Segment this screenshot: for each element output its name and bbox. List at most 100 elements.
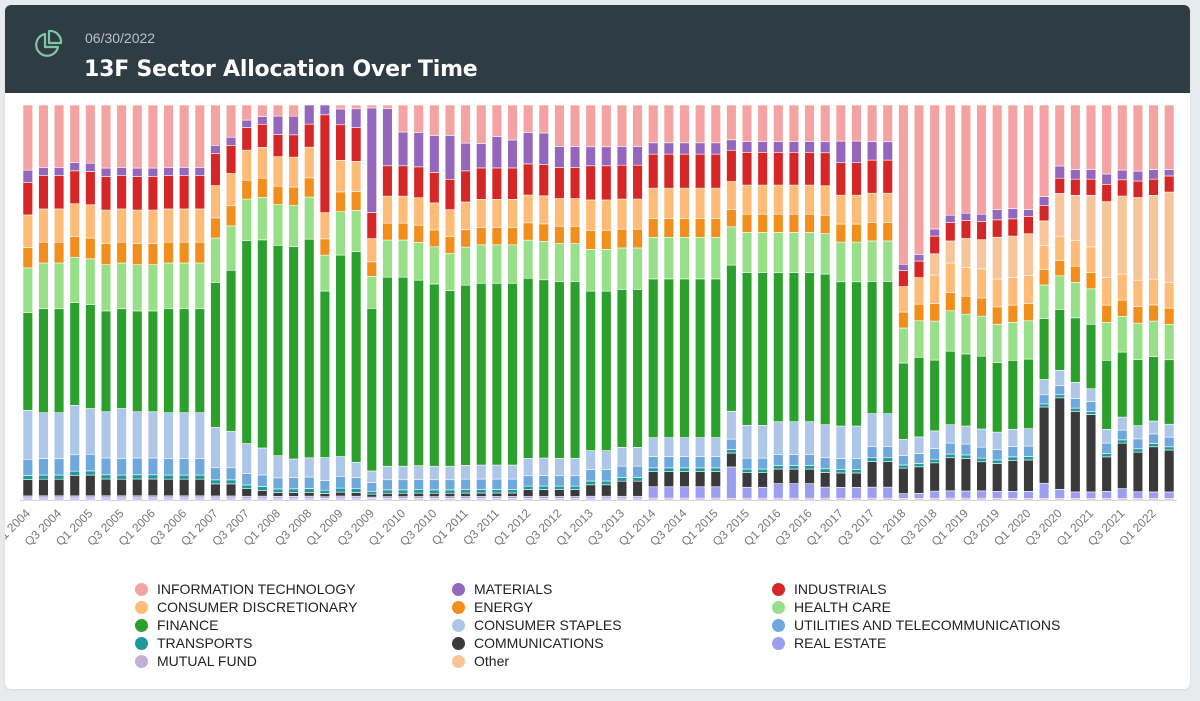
bar-segment[interactable] bbox=[147, 176, 159, 211]
bar-segment[interactable] bbox=[116, 241, 127, 264]
bar-segment[interactable] bbox=[85, 304, 96, 409]
bar-segment[interactable] bbox=[116, 262, 127, 310]
bar-group-q2-2011[interactable] bbox=[476, 104, 487, 501]
bar-segment[interactable] bbox=[351, 477, 362, 490]
bar-segment[interactable] bbox=[976, 490, 987, 499]
bar-segment[interactable] bbox=[851, 104, 862, 142]
bar-segment[interactable] bbox=[319, 489, 331, 494]
bar-segment[interactable] bbox=[882, 240, 893, 282]
bar-segment[interactable] bbox=[507, 167, 518, 200]
bar-segment[interactable] bbox=[397, 465, 409, 481]
bar-segment[interactable] bbox=[1070, 282, 1081, 319]
bar-segment[interactable] bbox=[835, 487, 846, 499]
bar-segment[interactable] bbox=[335, 211, 346, 256]
bar-segment[interactable] bbox=[351, 251, 362, 463]
bar-segment[interactable] bbox=[585, 249, 596, 292]
bar-segment[interactable] bbox=[210, 237, 221, 283]
bar-segment[interactable] bbox=[1023, 216, 1034, 235]
bar-segment[interactable] bbox=[898, 467, 909, 494]
bar-segment[interactable] bbox=[601, 480, 612, 486]
bar-segment[interactable] bbox=[413, 279, 424, 466]
bar-segment[interactable] bbox=[679, 471, 690, 488]
bar-segment[interactable] bbox=[1007, 235, 1018, 278]
bar-segment[interactable] bbox=[194, 412, 205, 459]
bar-segment[interactable] bbox=[491, 167, 503, 200]
bar-segment[interactable] bbox=[1164, 436, 1175, 448]
bar-segment[interactable] bbox=[241, 198, 252, 241]
legend-item[interactable]: MATERIALS bbox=[452, 581, 552, 597]
bar-segment[interactable] bbox=[1085, 388, 1097, 402]
bar-segment[interactable] bbox=[741, 152, 753, 186]
bar-segment[interactable] bbox=[382, 492, 393, 497]
bar-segment[interactable] bbox=[648, 456, 659, 469]
bar-segment[interactable] bbox=[163, 497, 174, 501]
bar-segment[interactable] bbox=[522, 458, 534, 477]
bar-segment[interactable] bbox=[257, 490, 268, 497]
bar-segment[interactable] bbox=[788, 213, 800, 233]
bar-segment[interactable] bbox=[929, 320, 940, 361]
bar-segment[interactable] bbox=[726, 181, 737, 210]
bar-segment[interactable] bbox=[679, 218, 690, 238]
bar-segment[interactable] bbox=[53, 495, 65, 499]
bar-segment[interactable] bbox=[351, 492, 362, 497]
bar-segment[interactable] bbox=[225, 225, 237, 271]
bar-group-q1-2004[interactable] bbox=[22, 104, 33, 501]
bar-segment[interactable] bbox=[882, 413, 893, 448]
bar-segment[interactable] bbox=[663, 142, 675, 155]
bar-segment[interactable] bbox=[1007, 460, 1018, 492]
bar-group-q2-2021[interactable] bbox=[1101, 104, 1112, 501]
bar-segment[interactable] bbox=[929, 458, 940, 464]
bar-segment[interactable] bbox=[1070, 265, 1081, 283]
bar-segment[interactable] bbox=[679, 142, 690, 155]
bar-segment[interactable] bbox=[1148, 433, 1159, 444]
bar-segment[interactable] bbox=[116, 497, 127, 501]
bar-segment[interactable] bbox=[804, 272, 815, 423]
bar-segment[interactable] bbox=[335, 475, 346, 489]
bar-segment[interactable] bbox=[538, 132, 549, 165]
bar-segment[interactable] bbox=[929, 359, 940, 432]
bar-group-q2-2020[interactable] bbox=[1038, 104, 1050, 501]
bar-segment[interactable] bbox=[69, 302, 80, 406]
bar-segment[interactable] bbox=[538, 485, 549, 490]
bar-segment[interactable] bbox=[616, 477, 628, 482]
bar-segment[interactable] bbox=[726, 209, 737, 228]
bar-segment[interactable] bbox=[601, 484, 612, 497]
bar-segment[interactable] bbox=[538, 164, 549, 197]
bar-segment[interactable] bbox=[257, 147, 268, 179]
bar-segment[interactable] bbox=[1023, 209, 1034, 217]
bar-segment[interactable] bbox=[429, 172, 440, 204]
bar-segment[interactable] bbox=[397, 131, 409, 167]
bar-segment[interactable] bbox=[804, 454, 815, 466]
bar-segment[interactable] bbox=[741, 472, 753, 488]
bar-segment[interactable] bbox=[585, 450, 596, 470]
bar-segment[interactable] bbox=[444, 236, 456, 254]
bar-segment[interactable] bbox=[694, 142, 706, 155]
bar-segment[interactable] bbox=[1054, 385, 1065, 396]
bar-segment[interactable] bbox=[272, 477, 284, 490]
bar-segment[interactable] bbox=[1132, 359, 1144, 426]
legend-item[interactable]: INFORMATION TECHNOLOGY bbox=[135, 581, 356, 597]
bar-segment[interactable] bbox=[976, 268, 987, 299]
bar-segment[interactable] bbox=[945, 424, 956, 444]
bar-segment[interactable] bbox=[1007, 446, 1018, 458]
bar-segment[interactable] bbox=[1101, 442, 1112, 454]
bar-segment[interactable] bbox=[663, 456, 675, 469]
bar-segment[interactable] bbox=[491, 136, 503, 169]
bar-segment[interactable] bbox=[1054, 397, 1065, 490]
bar-segment[interactable] bbox=[773, 184, 784, 215]
bar-segment[interactable] bbox=[116, 104, 127, 168]
bar-segment[interactable] bbox=[913, 320, 925, 358]
bar-group-q1-2005[interactable] bbox=[85, 104, 96, 501]
bar-segment[interactable] bbox=[851, 458, 862, 470]
bar-segment[interactable] bbox=[1164, 323, 1175, 361]
bar-segment[interactable] bbox=[1164, 423, 1175, 438]
bar-segment[interactable] bbox=[1148, 278, 1159, 306]
bar-segment[interactable] bbox=[554, 458, 565, 477]
bar-segment[interactable] bbox=[241, 179, 252, 200]
bar-segment[interactable] bbox=[69, 475, 80, 497]
bar-segment[interactable] bbox=[1164, 169, 1175, 177]
bar-segment[interactable] bbox=[132, 478, 143, 497]
bar-segment[interactable] bbox=[476, 199, 487, 228]
bar-segment[interactable] bbox=[663, 486, 675, 499]
bar-segment[interactable] bbox=[1023, 459, 1034, 492]
